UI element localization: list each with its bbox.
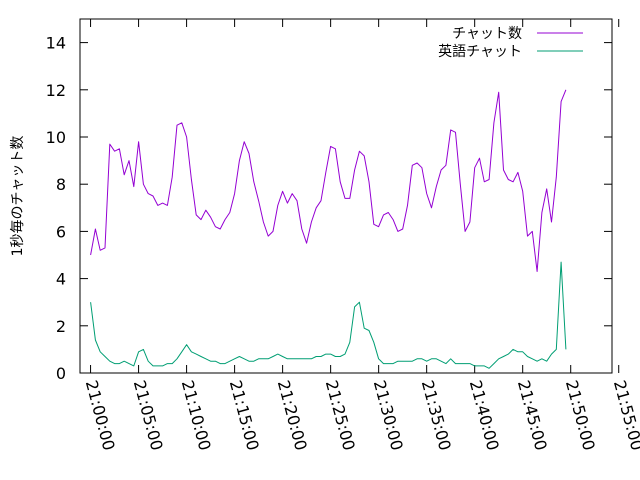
- y-tick-label: 14: [46, 34, 66, 53]
- series-line-2: [90, 261, 567, 369]
- legend-label: 英語チャット: [438, 43, 522, 60]
- y-tick-label: 0: [56, 364, 66, 383]
- y-tick-label: 12: [46, 81, 66, 100]
- y-axis-label: 1秒毎のチャット数: [10, 136, 26, 257]
- series-line-1: [90, 89, 567, 272]
- y-tick-label: 2: [56, 317, 66, 336]
- y-tick-label: 8: [56, 175, 66, 194]
- y-axis: 0 2 4 6 8 10 12 14: [46, 34, 612, 383]
- y-tick-label: 10: [46, 128, 66, 147]
- y-tick-label: 6: [56, 222, 66, 241]
- plot-frame: [79, 18, 613, 374]
- legend-label: チャット数: [452, 26, 522, 42]
- series-lines: [90, 89, 567, 369]
- y-tick-label: 4: [56, 270, 66, 289]
